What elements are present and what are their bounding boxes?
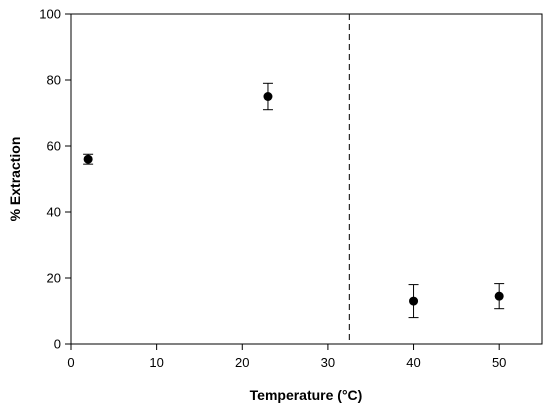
y-tick-label: 40 [47, 205, 61, 220]
plot-area [70, 13, 543, 345]
x-tick-label: 30 [321, 355, 335, 370]
data-points [83, 82, 505, 319]
x-axis-title: Temperature (°C) [250, 387, 363, 403]
y-tick-label: 0 [54, 337, 61, 352]
y-tick-label: 60 [47, 139, 61, 154]
data-point [494, 291, 504, 301]
x-axis: 0 10 20 30 40 50 [67, 344, 506, 370]
y-tick-label: 80 [47, 73, 61, 88]
y-axis: 0 20 40 60 80 100 [39, 7, 71, 352]
x-tick-label: 0 [67, 355, 74, 370]
plot-frame [70, 13, 543, 345]
x-tick-label: 20 [235, 355, 249, 370]
data-point [263, 92, 273, 101]
y-axis-title: % Extraction [7, 137, 23, 222]
x-tick-label: 40 [406, 355, 420, 370]
y-tick-label: 100 [39, 7, 61, 22]
data-point [83, 154, 93, 164]
x-tick-label: 50 [492, 355, 506, 370]
y-tick-label: 20 [47, 271, 61, 286]
data-point [409, 296, 419, 306]
x-tick-label: 10 [149, 355, 163, 370]
